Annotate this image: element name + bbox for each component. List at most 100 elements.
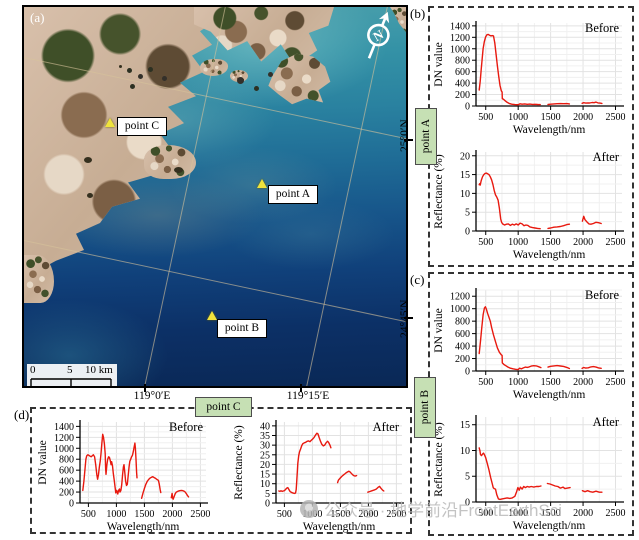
svg-text:1000: 1000: [508, 377, 528, 388]
scale-bar: 0 5 10 km: [27, 364, 117, 386]
svg-text:500: 500: [277, 509, 292, 520]
svg-text:Before: Before: [169, 420, 203, 434]
svg-text:500: 500: [478, 377, 493, 388]
svg-text:400: 400: [59, 477, 74, 488]
svg-text:2000: 2000: [358, 509, 378, 520]
svg-text:1400: 1400: [450, 21, 470, 32]
svg-text:Before: Before: [585, 288, 619, 302]
lat-label-2445: 24°45′N: [399, 299, 411, 339]
svg-text:200: 200: [455, 354, 470, 365]
panel-b-label: (b): [409, 6, 427, 22]
svg-text:400: 400: [455, 79, 470, 90]
svg-text:200: 200: [455, 90, 470, 101]
scale-bar-10km: 10 km: [85, 364, 113, 376]
svg-text:1000: 1000: [450, 304, 470, 315]
tag-point-c: point C: [195, 397, 252, 417]
svg-text:15: 15: [260, 470, 270, 481]
chart-point-b-before: 500 1000 1500 2000 2500020040060080010001200…: [433, 288, 626, 401]
svg-text:Wavelength/nm: Wavelength/nm: [513, 389, 586, 401]
svg-text:10: 10: [460, 446, 470, 457]
lon-label-11915: 119°15′E: [286, 390, 330, 402]
svg-text:25: 25: [260, 450, 270, 461]
svg-text:2000: 2000: [573, 237, 593, 248]
svg-text:1500: 1500: [541, 112, 561, 123]
svg-text:500: 500: [478, 237, 493, 248]
map-marker-label-point-a: point A: [268, 185, 318, 204]
svg-text:1400: 1400: [54, 422, 74, 433]
scale-bar-0: 0: [30, 364, 36, 376]
tag-point-b-label: point B: [419, 390, 431, 425]
svg-text:1500: 1500: [134, 509, 154, 520]
svg-text:2500: 2500: [606, 377, 626, 388]
chart-point-c-before: 500 1000 1500 2000 2500020040060080010001200…: [37, 420, 210, 533]
svg-text:30: 30: [260, 441, 270, 452]
svg-text:600: 600: [59, 466, 74, 477]
panel-a-label: (a): [30, 10, 45, 25]
svg-text:After: After: [593, 150, 620, 164]
svg-text:Wavelength/nm: Wavelength/nm: [513, 249, 586, 261]
svg-text:2000: 2000: [573, 377, 593, 388]
svg-text:Wavelength/nm: Wavelength/nm: [303, 521, 376, 533]
svg-text:2500: 2500: [606, 237, 626, 248]
svg-text:1500: 1500: [541, 237, 561, 248]
svg-text:1500: 1500: [541, 508, 561, 519]
svg-text:500: 500: [478, 508, 493, 519]
headland-midleft: [144, 145, 196, 179]
svg-text:800: 800: [455, 56, 470, 67]
svg-text:1000: 1000: [508, 508, 528, 519]
coastal-blob-sw: [24, 255, 54, 303]
north-arrow-icon: N: [367, 11, 390, 59]
panel-d-label: (d): [13, 407, 31, 423]
watermark: 公众号 · 地学前沿FrontEarthSci: [300, 496, 562, 521]
tag-point-a-label: point A: [420, 119, 432, 154]
svg-text:500: 500: [478, 112, 493, 123]
svg-text:5: 5: [465, 208, 470, 219]
svg-text:1000: 1000: [54, 444, 74, 455]
svg-text:0: 0: [465, 227, 470, 238]
svg-text:Before: Before: [585, 21, 619, 35]
svg-text:Reflectance (%): Reflectance (%): [233, 425, 245, 500]
islet-dark-3: [174, 167, 183, 173]
svg-text:0: 0: [265, 499, 270, 510]
scale-bar-ruler: [30, 378, 112, 386]
svg-text:Wavelength/nm: Wavelength/nm: [513, 520, 586, 532]
svg-text:2500: 2500: [190, 509, 210, 520]
svg-text:600: 600: [455, 67, 470, 78]
svg-text:After: After: [593, 415, 620, 429]
aquaculture-specks: [119, 65, 122, 68]
svg-text:0: 0: [465, 498, 470, 509]
svg-text:35: 35: [260, 431, 270, 442]
svg-text:400: 400: [455, 342, 470, 353]
svg-text:1200: 1200: [450, 292, 470, 303]
svg-text:800: 800: [455, 317, 470, 328]
map-marker-point-c[interactable]: [105, 118, 115, 127]
svg-text:Wavelength/nm: Wavelength/nm: [513, 124, 586, 136]
svg-text:15: 15: [460, 170, 470, 181]
svg-text:0: 0: [69, 499, 74, 510]
chart-point-b-after: 500 1000 1500 2000 2500 0 5 10 15 Wavelength/nm Re…: [433, 415, 626, 532]
svg-text:2000: 2000: [573, 112, 593, 123]
svg-text:1000: 1000: [106, 509, 126, 520]
svg-text:1500: 1500: [330, 509, 350, 520]
svg-text:800: 800: [59, 455, 74, 466]
tag-point-b: point B: [414, 377, 436, 438]
svg-text:10: 10: [260, 479, 270, 490]
svg-text:40: 40: [260, 421, 270, 432]
svg-text:2500: 2500: [606, 112, 626, 123]
islet-dark-1: [84, 157, 92, 163]
svg-text:DN value: DN value: [433, 42, 445, 86]
svg-text:2500: 2500: [386, 509, 406, 520]
map-marker-label-point-c: point C: [117, 117, 167, 136]
map-marker-label-point-b: point B: [217, 319, 267, 338]
svg-text:20: 20: [260, 460, 270, 471]
svg-text:15: 15: [460, 420, 470, 431]
svg-text:1200: 1200: [450, 33, 470, 44]
svg-text:DN value: DN value: [37, 440, 49, 484]
islet-small: [230, 70, 248, 82]
map-marker-point-b[interactable]: [207, 311, 217, 320]
svg-text:200: 200: [59, 488, 74, 499]
svg-text:1000: 1000: [508, 112, 528, 123]
map-marker-point-a[interactable]: [257, 179, 267, 188]
chart-point-c-after: 50010001500200025000510152025303540Wavel…: [233, 420, 406, 533]
